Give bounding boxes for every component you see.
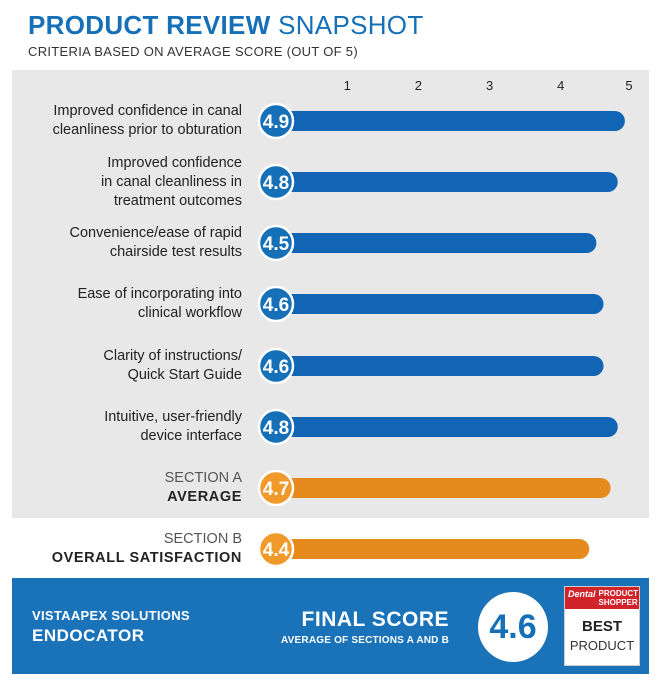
bar-2 xyxy=(276,172,618,192)
value-label-1: 4.9 xyxy=(263,112,289,133)
value-circle-7 xyxy=(257,469,295,507)
value-circle-4 xyxy=(257,285,295,323)
value-circle-6 xyxy=(257,408,295,446)
row-label-6: Intuitive, user-friendly device interface xyxy=(10,408,242,446)
value-circle-2 xyxy=(257,163,295,201)
row-label-line: device interface xyxy=(140,428,242,444)
row-label-line: chairside test results xyxy=(109,244,242,260)
page-title: PRODUCT REVIEW SNAPSHOT xyxy=(28,10,424,40)
value-label-2: 4.8 xyxy=(263,173,289,194)
row-label-line: clinical workflow xyxy=(138,305,242,321)
badge-brand-line1: PRODUCT xyxy=(598,589,639,598)
bar-3 xyxy=(276,233,597,253)
tick-label-5: 5 xyxy=(625,78,632,93)
row-label-1: Improved confidence in canal cleanliness … xyxy=(10,102,242,140)
value-circle-3 xyxy=(257,224,295,262)
value-label-8: 4.4 xyxy=(263,540,290,561)
row-label-line: cleanliness prior to obturation xyxy=(52,122,242,138)
row-label-3: Convenience/ease of rapid chairside test … xyxy=(10,224,242,262)
bar-8 xyxy=(276,539,590,559)
value-circle-8 xyxy=(257,530,295,568)
row-label-line: AVERAGE xyxy=(167,489,242,505)
row-label-line: Ease of incorporating into xyxy=(77,286,242,302)
badge-brand-line2: SHOPPER xyxy=(598,598,638,607)
final-score-subtitle: AVERAGE OF SECTIONS A AND B xyxy=(280,635,449,646)
value-label-4: 4.6 xyxy=(263,295,289,316)
value-circle-1 xyxy=(257,102,295,140)
final-score-circle: 4.6 xyxy=(478,592,548,662)
value-circle-5 xyxy=(257,347,295,385)
value-label-7: 4.7 xyxy=(263,479,289,500)
value-label-3: 4.5 xyxy=(263,234,290,255)
tick-label-4: 4 xyxy=(557,78,564,93)
row-label-2: Improved confidence in canal cleanliness … xyxy=(10,154,242,211)
row-label-line: Quick Start Guide xyxy=(127,367,242,383)
row-label-line: Convenience/ease of rapid xyxy=(69,225,242,241)
row-label-line: Intuitive, user-friendly xyxy=(104,409,242,425)
tick-label-2: 2 xyxy=(415,78,422,93)
row-label-line: Clarity of instructions/ xyxy=(103,348,242,364)
page-subtitle: CRITERIA BASED ON AVERAGE SCORE (OUT OF … xyxy=(28,44,358,59)
bar-4 xyxy=(276,294,604,314)
tick-label-3: 3 xyxy=(486,78,493,93)
row-label-line: Improved confidence in canal xyxy=(53,103,242,119)
row-label-line: in canal cleanliness in xyxy=(100,173,242,190)
badge-product: PRODUCT xyxy=(569,638,635,653)
row-label-line: OVERALL SATISFACTION xyxy=(51,550,242,566)
title-bold: PRODUCT REVIEW xyxy=(28,10,271,40)
title-light: SNAPSHOT xyxy=(278,10,424,40)
row-label-line: treatment outcomes xyxy=(113,192,242,209)
bar-6 xyxy=(276,417,618,437)
footer: VISTAAPEX SOLUTIONS ENDOCATOR FINAL SCOR… xyxy=(12,578,649,674)
final-score-label: FINAL SCORE xyxy=(301,608,449,631)
bar-1 xyxy=(276,111,625,131)
row-label-line: Improved confidence xyxy=(107,154,242,171)
company-block: VISTAAPEX SOLUTIONS ENDOCATOR xyxy=(32,608,190,646)
row-label-line: SECTION A xyxy=(164,470,242,486)
row-label-4: Ease of incorporating into clinical workf… xyxy=(10,285,242,323)
value-label-6: 4.8 xyxy=(263,418,289,439)
final-score-block: FINAL SCORE AVERAGE OF SECTIONS A AND B xyxy=(281,608,449,646)
company-name: VISTAAPEX SOLUTIONS xyxy=(32,608,190,623)
row-label-7: SECTION A AVERAGE xyxy=(10,469,242,507)
row-label-8: SECTION B OVERALL SATISFACTION xyxy=(10,530,242,568)
tick-label-1: 1 xyxy=(344,78,351,93)
value-label-5: 4.6 xyxy=(263,357,289,378)
bar-5 xyxy=(276,356,604,376)
badge-brand-lines: PRODUCT SHOPPER xyxy=(599,589,639,607)
badge-brand: Dental PRODUCT SHOPPER xyxy=(565,587,639,609)
badge-best: BEST xyxy=(581,618,622,635)
badge-brand-word: Dental xyxy=(568,589,596,599)
best-product-badge: Dental PRODUCT SHOPPER BEST PRODUCT xyxy=(564,586,640,666)
row-label-5: Clarity of instructions/Quick Start Guid… xyxy=(10,347,242,385)
header: PRODUCT REVIEW SNAPSHOT CRITERIA BASED O… xyxy=(28,10,424,59)
row-label-line: SECTION B xyxy=(163,531,242,547)
product-name: ENDOCATOR xyxy=(32,626,145,645)
bar-7 xyxy=(276,478,611,498)
